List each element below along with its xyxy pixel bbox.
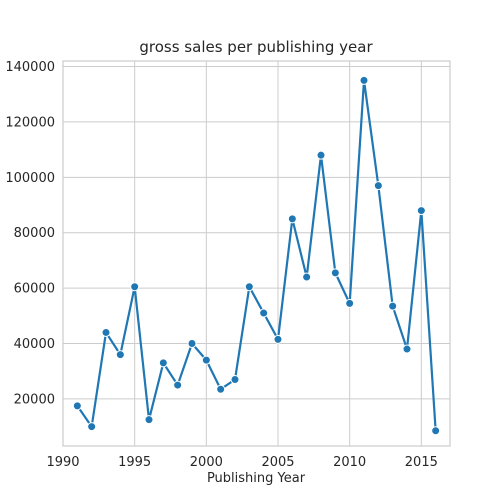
data-point [316,150,326,160]
data-point [345,298,355,308]
data-point [87,422,97,432]
data-point [101,327,111,337]
grid-lines [62,61,450,446]
x-axis-label: Publishing Year [207,471,306,486]
data-point [244,282,254,292]
data-point [230,375,240,385]
y-tick-label: 80000 [14,226,55,241]
data-point [130,282,140,292]
data-point [216,384,226,394]
data-point [373,181,383,191]
series-line [76,79,437,432]
data-point [416,206,426,216]
data-point [273,334,283,344]
series-line-layer [76,79,437,432]
data-point [302,272,312,282]
data-points [72,75,441,436]
data-point [115,350,125,360]
x-tick-label: 1995 [118,455,151,470]
data-point [287,214,297,224]
data-point [330,268,340,278]
x-tick-label: 2015 [405,455,438,470]
tick-labels: 1990 1995 2000 2005 2010 2015 20000 40000 60000 8… [5,60,438,470]
data-point [144,415,154,425]
data-point [187,339,197,349]
data-point [388,301,398,311]
y-tick-label: 140000 [5,60,55,75]
data-point [359,75,369,85]
data-point [259,308,269,318]
data-point [72,401,82,411]
y-tick-label: 120000 [5,115,55,130]
data-point [201,355,211,365]
x-tick-label: 1990 [46,455,79,470]
chart-title: gross sales per publishing year [139,38,373,56]
plot-border [62,60,451,447]
y-tick-label: 60000 [14,282,55,297]
x-tick-label: 2000 [190,455,223,470]
data-point [158,358,168,368]
y-tick-label: 100000 [5,171,55,186]
x-tick-label: 2010 [333,455,366,470]
x-tick-label: 2005 [261,455,294,470]
data-point [402,344,412,354]
plot-frame [62,60,451,447]
y-tick-label: 40000 [14,337,55,352]
data-point [173,380,183,390]
data-point [431,426,441,436]
y-tick-label: 20000 [14,392,55,407]
